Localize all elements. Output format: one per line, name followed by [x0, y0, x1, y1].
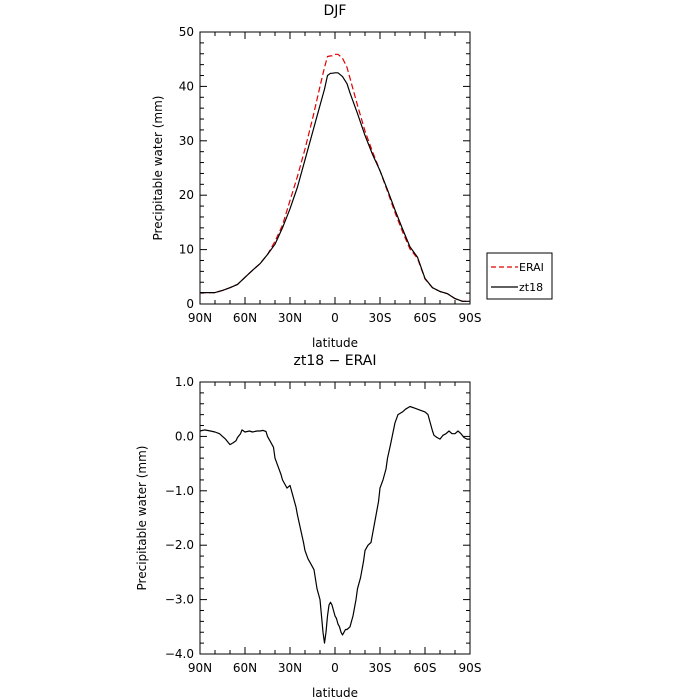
x-tick-label: 60N — [233, 311, 257, 325]
x-axis-label: latitude — [312, 336, 358, 350]
legend-box — [486, 252, 553, 300]
series-line-erai — [200, 53, 470, 302]
panel-difference: zt18 − ERAI latitude Precipitable water … — [135, 353, 481, 700]
x-tick-label: 90S — [459, 661, 482, 675]
y-tick-label: −3.0 — [165, 593, 194, 607]
series-line-zt18 — [200, 72, 470, 302]
chart-title: DJF — [324, 3, 347, 19]
panel-djf: DJF latitude Precipitable water (mm) ERA… — [151, 3, 553, 350]
x-tick-label: 90N — [188, 661, 212, 675]
x-tick-label: 30N — [278, 311, 302, 325]
y-tick-label: −4.0 — [165, 647, 194, 661]
y-tick-label: 20 — [179, 188, 194, 202]
x-tick-label: 60S — [414, 311, 437, 325]
legend-label: zt18 — [519, 281, 543, 294]
x-axis-label: latitude — [312, 686, 358, 700]
chart-title: zt18 − ERAI — [294, 353, 377, 369]
x-tick-label: 30N — [278, 661, 302, 675]
x-tick-label: 30S — [369, 311, 392, 325]
y-axis-label: Precipitable water (mm) — [151, 96, 165, 241]
x-tick-label: 90N — [188, 311, 212, 325]
y-axis-label: Precipitable water (mm) — [135, 446, 149, 591]
y-tick-label: 30 — [179, 134, 194, 148]
plot-frame — [199, 381, 471, 655]
y-tick-label: 40 — [179, 79, 194, 93]
x-tick-label: 0 — [331, 661, 339, 675]
x-tick-label: 60N — [233, 661, 257, 675]
y-tick-label: 0.0 — [175, 429, 194, 443]
y-tick-label: −1.0 — [165, 484, 194, 498]
y-tick-label: 50 — [179, 25, 194, 39]
x-tick-label: 60S — [414, 661, 437, 675]
legend-label: ERAI — [519, 261, 544, 274]
y-tick-label: 0 — [186, 297, 194, 311]
y-tick-label: 1.0 — [175, 375, 194, 389]
y-tick-label: −2.0 — [165, 538, 194, 552]
x-tick-label: 0 — [331, 311, 339, 325]
x-tick-label: 90S — [459, 311, 482, 325]
y-tick-label: 10 — [179, 243, 194, 257]
x-tick-label: 30S — [369, 661, 392, 675]
series-line-0 — [199, 405, 470, 644]
legend: ERAI zt18 — [486, 252, 553, 300]
